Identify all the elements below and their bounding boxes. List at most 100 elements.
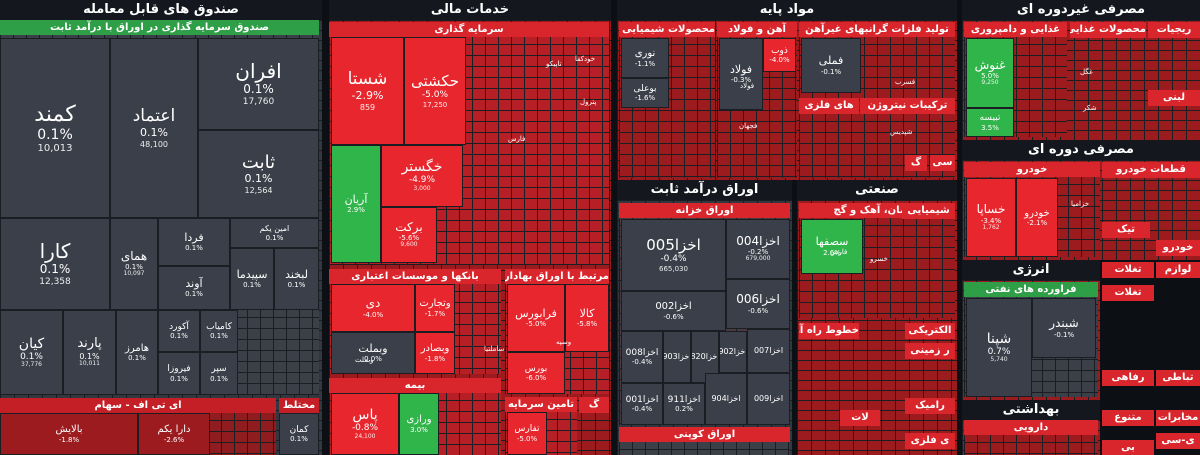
stock-change: -5.6% [398, 234, 420, 243]
stock-tile-kaman[interactable]: کمان 0.1% [279, 413, 319, 455]
stock-tile-hekashti[interactable]: حکشتی -5.0% 17,250 [404, 37, 466, 145]
small-stock-label[interactable]: تاپیکو [546, 60, 562, 68]
stock-tile-sabet[interactable]: ثابت 0.1% 12,564 [198, 130, 319, 218]
stock-change: 0.1% [170, 332, 188, 341]
sector-title: خدمات مالی [329, 0, 611, 20]
small-stock-label[interactable]: فولاد [740, 82, 755, 90]
stock-tile-verazi[interactable]: ورازی 3.0% [399, 393, 439, 455]
small-stock-label[interactable]: پترول [580, 98, 597, 106]
stock-tile-akhza904[interactable]: اخزا904 [705, 373, 747, 425]
stock-tile-akhza008[interactable]: اخزا008 -0.4% [621, 331, 663, 383]
stock-tile-akhza004[interactable]: اخزا004 -0.2% 679,000 [726, 219, 790, 279]
stock-change: 2.9% [347, 206, 365, 215]
stock-tile-khesapa[interactable]: خساپا -3.4% 1,762 [966, 178, 1016, 257]
subsector-title: تباطی [1162, 372, 1194, 383]
stock-tile-shebandar[interactable]: شبندر -0.1% [1032, 298, 1096, 358]
stock-tile-labkhand[interactable]: لبخند 0.1% [274, 248, 319, 310]
stock-symbol: اخزا008 [625, 347, 659, 358]
stock-tile-hamrz[interactable]: هامرز 0.1% [116, 310, 158, 395]
stock-tile-akhza001[interactable]: اخزا001 -0.4% [621, 383, 663, 425]
subsector-label: خودرو [1156, 240, 1200, 256]
stock-tile-akhza903[interactable]: اخزا903 [663, 331, 691, 383]
stock-tile-khodro[interactable]: خودرو -2.1% [1016, 178, 1058, 257]
stock-symbol: نوری [634, 48, 656, 60]
stock-tile-tafars[interactable]: تفارس -5.0% [507, 412, 547, 455]
stock-symbol: افران [235, 59, 282, 84]
stock-tile-dey[interactable]: دی -4.0% [331, 284, 415, 332]
group-title: اوراق خزانه [619, 203, 790, 218]
stock-tile-vatejarat[interactable]: وتجارت -1.7% [415, 284, 455, 332]
small-stock-label[interactable]: فارس [830, 248, 848, 256]
stock-price: 12,564 [244, 186, 273, 196]
stock-symbol: اخزا904 [711, 394, 741, 404]
stock-tile-etemad[interactable]: اعتماد 0.1% 48,100 [110, 38, 198, 218]
stock-change: -0.6% [747, 306, 769, 315]
stock-tile-pas[interactable]: پاس -0.8% 24,100 [331, 393, 399, 455]
small-stock-label[interactable]: ساملتیا [484, 345, 505, 353]
stock-tile-balaish[interactable]: بالایش -1.8% [0, 413, 138, 455]
stock-tile-akhza005[interactable]: اخزا005 -0.4% 665,030 [621, 219, 726, 291]
stock-tile-farda[interactable]: فردا 0.1% [158, 218, 230, 266]
small-stock-label[interactable]: غگل [1080, 68, 1093, 76]
stock-tile-shasta[interactable]: شستا -2.9% 859 [331, 37, 404, 145]
stock-tile-firouza[interactable]: فیروزا 0.1% [158, 352, 200, 395]
stock-tile-avand[interactable]: آوند 0.1% [158, 266, 230, 310]
stock-symbol: آریان [344, 192, 368, 206]
stock-tile-separ[interactable]: سپر 0.1% [200, 352, 238, 395]
subsector-title: ر زمینی [910, 345, 950, 356]
stock-tile-kara[interactable]: کارا 0.1% 12,358 [0, 218, 110, 310]
subsector-title: خطوط راه آهن [799, 325, 859, 336]
small-stock-label[interactable]: خسرو [870, 255, 888, 263]
stock-tile-barekat[interactable]: برکت -5.6% 9,600 [381, 207, 437, 263]
stock-tile-nouri[interactable]: نوری -1.1% [621, 38, 669, 78]
subsector-title: متنوع [1114, 412, 1142, 423]
stock-tile-amin-yekam[interactable]: امین یکم 0.1% [230, 218, 319, 248]
stock-tile-parand[interactable]: پارند 0.1% 10,011 [63, 310, 116, 395]
stock-tile-sesofaha[interactable]: سصفها 2.6% [801, 219, 863, 274]
stock-tile-femeli[interactable]: فملی -0.1% [801, 38, 861, 93]
stock-tile-zob[interactable]: ذوب -4.0% [763, 38, 796, 72]
stock-tile-vebsader[interactable]: وبصادر -1.8% [415, 332, 455, 374]
stock-tile-bourse[interactable]: بورس -6.0% [507, 352, 565, 394]
stock-symbol: اخزا007 [753, 346, 784, 356]
stock-tile-farabourse[interactable]: فرابورس -5.0% [507, 284, 565, 352]
stock-tile-kala[interactable]: کالا -5.8% [565, 284, 609, 352]
small-stock-label[interactable]: فجهان [739, 122, 758, 130]
small-stock-label[interactable]: فسرب [895, 78, 916, 86]
stock-tile-shepna[interactable]: شپنا 0.7% 5,740 [966, 298, 1032, 397]
stock-tile-dara-yekam[interactable]: دارا یکم -2.6% [138, 413, 210, 455]
stock-tile-akhza902[interactable]: اخزا902 [719, 331, 747, 373]
stock-tile-tabiseh[interactable]: تبیسه 3.5% [966, 108, 1014, 137]
stock-tile-boali[interactable]: بوعلی -1.6% [621, 78, 669, 108]
stock-tile-akhza007[interactable]: اخزا007 [747, 329, 790, 373]
stock-change: -6.0% [525, 374, 547, 383]
stock-change: 0.1% [244, 172, 273, 186]
stock-tile-akhza009[interactable]: اخزا009 [747, 373, 790, 425]
stock-change: -0.1% [1053, 330, 1075, 339]
stock-symbol: همای [120, 248, 148, 263]
stock-change: -0.3% [730, 76, 752, 85]
stock-tile-akord[interactable]: آکورد 0.1% [158, 310, 200, 352]
stock-tile-khegostar[interactable]: خگستر -4.9% 3,000 [381, 145, 463, 207]
small-stock-label[interactable]: شپدیس [890, 128, 913, 136]
stock-tile-kian[interactable]: کیان 0.1% 37,776 [0, 310, 63, 395]
small-stock-label[interactable]: خودکفا [575, 55, 596, 63]
stock-tile-afran[interactable]: افران 0.1% 17,760 [198, 38, 319, 130]
stock-tile-ghanosh[interactable]: غنوش 5.0% 9,250 [966, 38, 1014, 108]
stock-tile-kamyab[interactable]: کامیاب 0.1% [200, 310, 238, 352]
stock-tile-kamand[interactable]: کمند 0.1% 10,013 [0, 38, 110, 218]
stock-tile-sepidma[interactable]: سپیدما 0.1% [230, 248, 274, 310]
small-stock-label[interactable]: وسپه [556, 338, 572, 346]
stock-tile-akhza006[interactable]: اخزا006 -0.6% [726, 279, 790, 329]
stock-tile-akhza002[interactable]: اخزا002 -0.6% [621, 291, 726, 331]
stock-tile-akhza911[interactable]: اخزا911 0.2% [663, 383, 705, 425]
stock-tile-foulad[interactable]: فولاد -0.3% [719, 38, 763, 110]
stock-tile-hamay[interactable]: همای 0.1% 10,097 [110, 218, 158, 310]
stock-tile-aryan[interactable]: آریان 2.9% [331, 145, 381, 263]
small-stock-label[interactable]: خزامیا [1071, 200, 1090, 208]
small-stock-label[interactable]: وبملت [355, 356, 374, 364]
small-stock-label[interactable]: فارس [508, 135, 526, 143]
stock-tile-vebmelat[interactable]: وبملت 0.0% [331, 332, 415, 374]
small-stock-label[interactable]: شکر [1083, 104, 1097, 112]
stock-symbol: شپنا [986, 330, 1012, 347]
